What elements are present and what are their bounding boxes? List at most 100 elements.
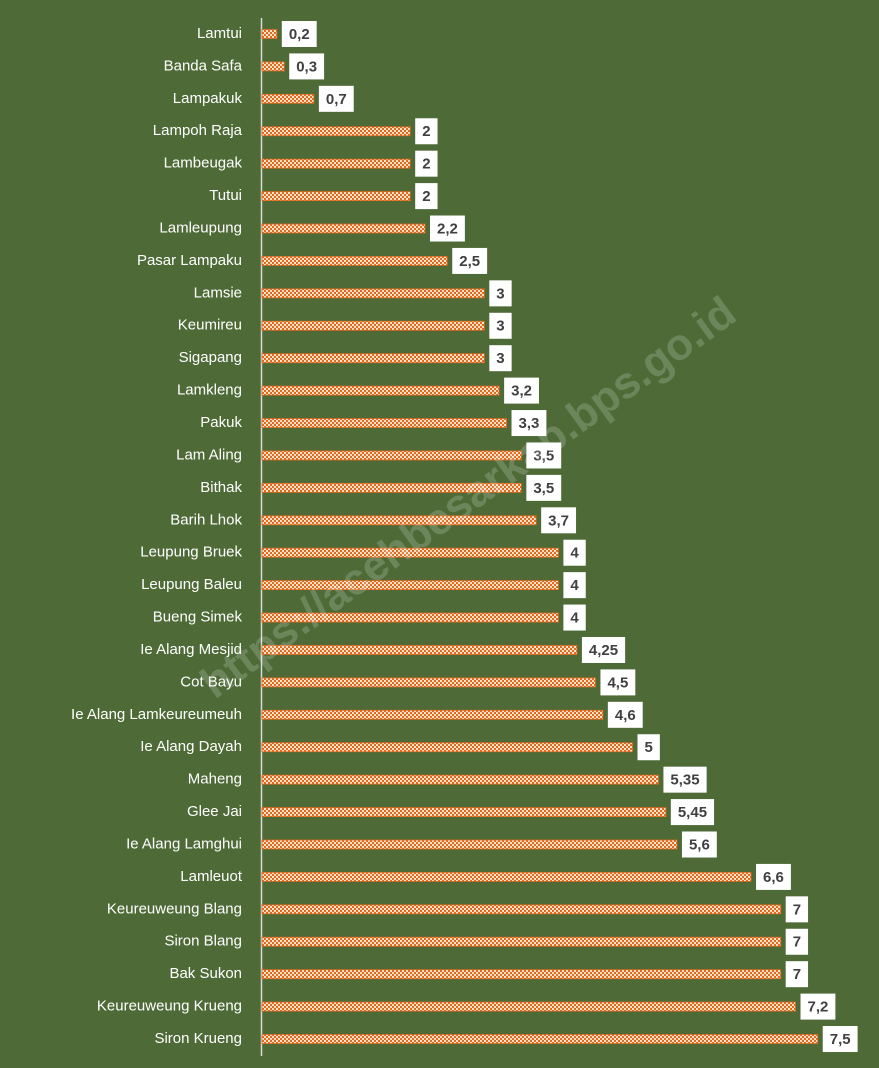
value-label: 4,25 [589, 642, 618, 659]
value-label: 7 [793, 901, 801, 918]
value-label-box [607, 701, 643, 728]
bar [261, 126, 411, 137]
category-label: Ie Alang Lamkeureumeuh [71, 706, 242, 723]
value-label-box [785, 928, 809, 955]
bar [261, 709, 604, 720]
value-label-box [511, 410, 547, 437]
category-label: Lamkleng [177, 382, 242, 399]
value-label: 3 [496, 285, 504, 302]
value-label: 4,5 [607, 674, 628, 691]
value-label: 0,3 [296, 58, 317, 75]
value-label-box [489, 312, 512, 339]
category-label: Lampakuk [173, 90, 243, 107]
value-label-box [756, 863, 791, 890]
bar [261, 1001, 796, 1012]
bar [261, 288, 485, 299]
value-label: 5,45 [678, 804, 707, 821]
value-label: 7 [793, 934, 801, 951]
value-label-box [637, 734, 660, 761]
category-label: Ie Alang Dayah [140, 738, 242, 755]
category-label: Maheng [188, 771, 242, 788]
bar [261, 807, 667, 817]
value-label-box [670, 799, 715, 826]
category-label: Siron Blang [164, 933, 242, 950]
value-label: 4 [570, 545, 579, 562]
value-label: 4 [570, 577, 579, 594]
bar [261, 742, 633, 753]
value-label: 2,2 [437, 220, 458, 237]
value-label-box [785, 896, 809, 923]
category-label: Banda Safa [164, 57, 243, 74]
bar [261, 385, 500, 396]
value-label: 4,6 [615, 707, 636, 724]
category-label: Bueng Simek [153, 609, 243, 626]
category-label: Keumireu [178, 317, 242, 334]
value-label: 3,5 [533, 447, 554, 464]
value-label: 6,6 [763, 869, 784, 886]
bar [261, 29, 278, 39]
bar [261, 904, 782, 915]
value-label-box [563, 539, 586, 566]
category-label: Leupung Bruek [140, 544, 242, 561]
value-label-box [289, 53, 325, 80]
value-label: 2 [422, 188, 430, 205]
category-label: Cot Bayu [180, 673, 242, 690]
category-label: Bak Sukon [169, 965, 242, 982]
category-label: Siron Krueng [154, 1030, 242, 1047]
value-label-box [415, 118, 438, 145]
value-label-box [452, 247, 488, 274]
value-label-box [663, 766, 707, 793]
value-label-box [281, 21, 317, 47]
value-label: 5 [645, 739, 653, 756]
category-label: Bithak [200, 479, 242, 496]
category-label: Lamsie [194, 284, 242, 301]
category-label: Keureuweung Krueng [97, 998, 242, 1015]
value-label-box [822, 1026, 858, 1053]
bar [261, 872, 752, 882]
bar [261, 223, 426, 234]
bar [261, 839, 678, 850]
value-label: 3,7 [548, 512, 569, 529]
bar [261, 645, 578, 655]
bar [261, 1034, 819, 1044]
value-label-box [489, 280, 512, 307]
value-label: 4 [570, 610, 579, 627]
bar [261, 320, 485, 331]
category-label: Tutui [209, 187, 242, 204]
bar [261, 677, 596, 688]
value-label: 2,5 [459, 253, 480, 270]
category-label: Keureuweung Blang [107, 900, 242, 917]
value-label-box [600, 669, 636, 696]
bar [261, 93, 315, 104]
bar [261, 515, 537, 526]
value-label: 5,6 [689, 836, 710, 853]
value-label-box [563, 572, 586, 599]
value-label-box [526, 442, 562, 469]
value-label: 5,35 [670, 772, 699, 789]
value-label-box [785, 961, 809, 988]
value-label-box [504, 377, 539, 404]
bar [261, 61, 285, 72]
value-label: 7,2 [808, 999, 829, 1016]
category-label: Ie Alang Lamghui [126, 835, 242, 852]
value-label-box [563, 604, 586, 631]
value-label-box [430, 215, 465, 242]
value-label-box [800, 993, 836, 1020]
bar [261, 353, 485, 364]
value-label-box [526, 474, 562, 501]
category-label: Lamleupung [159, 219, 242, 236]
value-label-box [415, 183, 438, 210]
value-label-box [581, 636, 626, 663]
value-label: 2 [422, 156, 430, 173]
value-label: 3,5 [533, 480, 554, 497]
bar [261, 450, 522, 461]
watermark: https://acehbesarkab.bps.go.id [192, 287, 745, 707]
bar [261, 191, 411, 202]
value-label: 3 [496, 350, 504, 367]
bar [261, 774, 659, 785]
category-label: Leupung Baleu [141, 576, 242, 593]
value-label: 3,2 [511, 383, 532, 400]
value-label: 7 [793, 966, 801, 983]
bar [261, 580, 559, 591]
